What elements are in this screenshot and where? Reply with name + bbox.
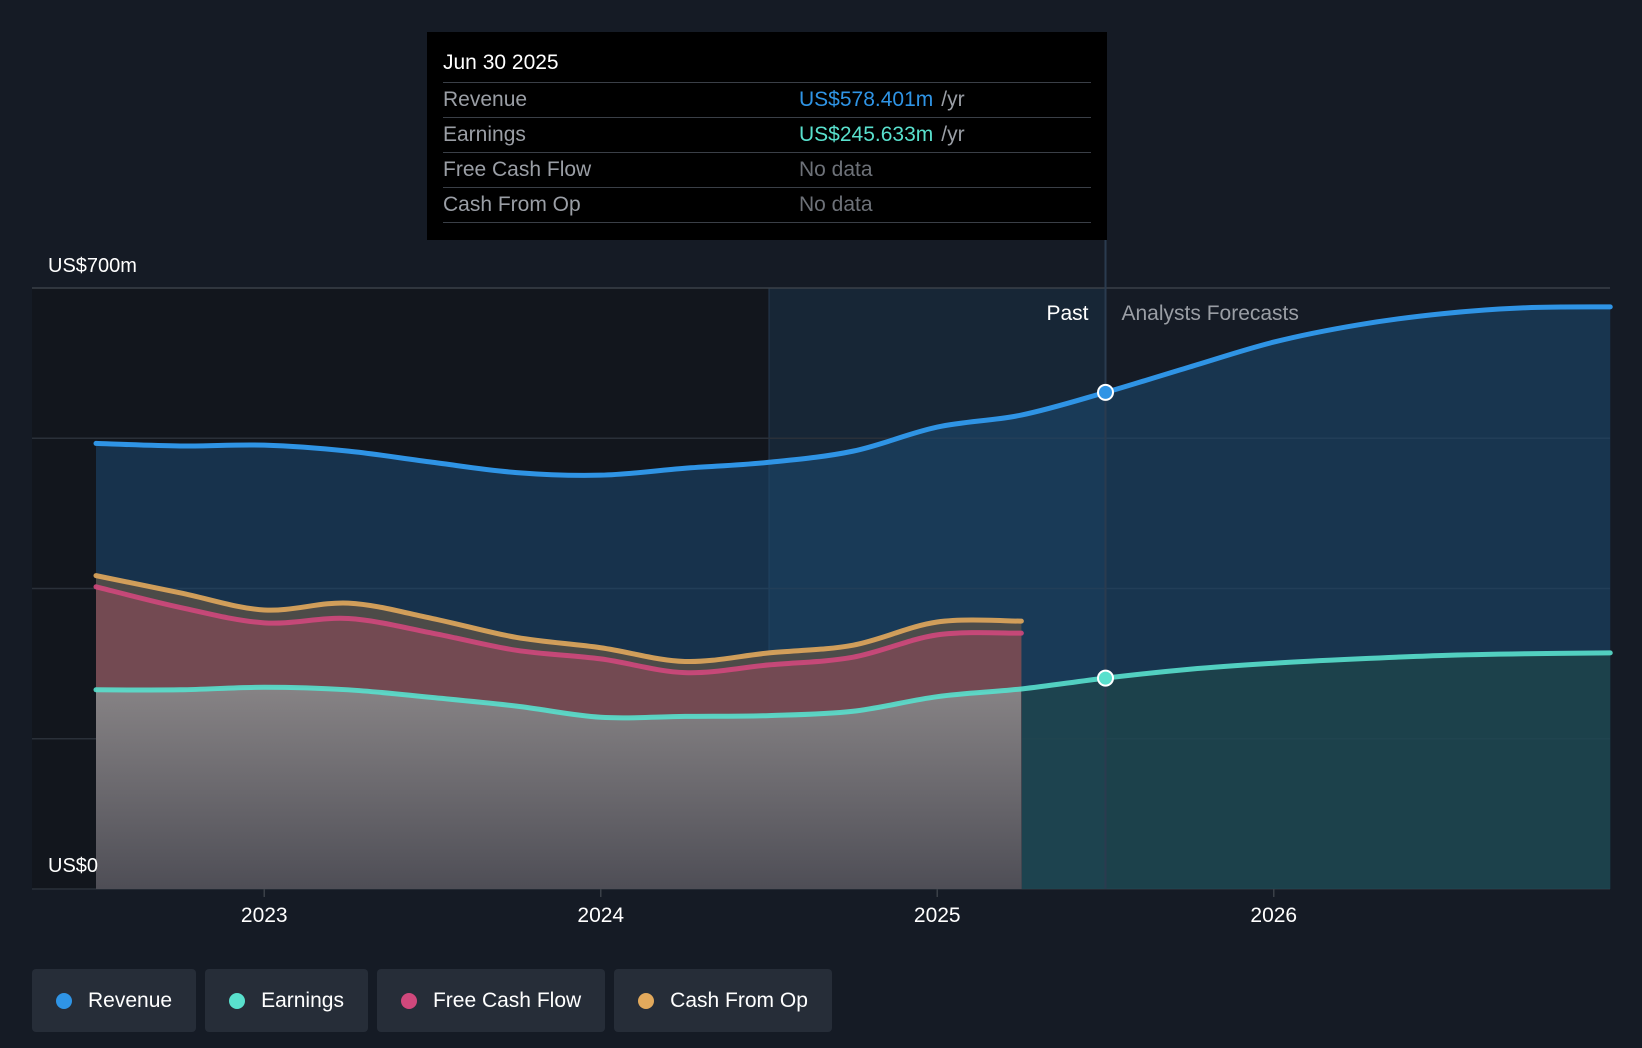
earnings-forecast-area: [1021, 652, 1611, 889]
legend-dot-icon: [229, 992, 246, 1009]
x-tick-label: 2025: [914, 904, 961, 927]
legend-label: Revenue: [88, 988, 173, 1012]
y-axis-top-label: US$700m: [48, 255, 137, 277]
legend: Revenue Earnings Free Cash Flow Cash Fro…: [32, 969, 832, 1032]
tooltip-label: Free Cash Flow: [443, 158, 592, 181]
forecast-label: Analysts Forecasts: [1122, 302, 1299, 325]
tooltip-date: Jun 30 2025: [443, 46, 1091, 83]
tooltip: Jun 30 2025 Revenue US$578.401m /yr Earn…: [427, 32, 1107, 240]
x-tick-label: 2026: [1250, 904, 1297, 927]
revenue-highlight-point: [1097, 383, 1114, 401]
tooltip-label: Revenue: [443, 88, 528, 111]
legend-label: Cash From Op: [670, 988, 808, 1012]
legend-dot-icon: [56, 992, 72, 1009]
revenue-line: [93, 304, 1613, 478]
legend-label: Earnings: [261, 988, 344, 1012]
earnings-line: [93, 650, 1613, 721]
tooltip-row-revenue: Revenue US$578.401m /yr: [443, 83, 1091, 118]
y-axis-bottom-label: US$0: [48, 855, 98, 877]
tooltip-unit: /yr: [941, 123, 965, 146]
tooltip-value: US$245.633m: [799, 123, 934, 146]
tooltip-unit: /yr: [941, 88, 965, 111]
tooltip-row-free-cash-flow: Free Cash Flow No data: [443, 153, 1091, 188]
cash-from-op-line: [93, 573, 1024, 665]
legend-item-free-cash-flow[interactable]: Free Cash Flow: [376, 969, 606, 1032]
legend-dot-icon: [638, 992, 655, 1009]
x-tick-label: 2024: [577, 904, 624, 927]
tooltip-value: No data: [799, 193, 873, 216]
past-label: Past: [1046, 302, 1088, 325]
legend-item-revenue[interactable]: Revenue: [32, 969, 197, 1032]
legend-item-earnings[interactable]: Earnings: [205, 969, 368, 1032]
tooltip-label: Earnings: [443, 123, 526, 146]
free-cash-flow-line: [93, 584, 1024, 676]
legend-label: Free Cash Flow: [432, 988, 582, 1012]
tooltip-value: US$578.401m: [799, 88, 934, 111]
legend-dot-icon: [400, 992, 417, 1009]
earnings-area: [96, 687, 1028, 889]
tooltip-row-earnings: Earnings US$245.633m /yr: [443, 118, 1091, 153]
legend-item-cash-from-op[interactable]: Cash From Op: [614, 969, 832, 1032]
tooltip-row-cash-from-op: Cash From Op No data: [443, 188, 1091, 223]
tooltip-label: Cash From Op: [443, 193, 581, 216]
earnings-highlight-point: [1097, 669, 1114, 687]
x-tick-label: 2023: [241, 904, 288, 927]
tooltip-value: No data: [799, 158, 873, 181]
